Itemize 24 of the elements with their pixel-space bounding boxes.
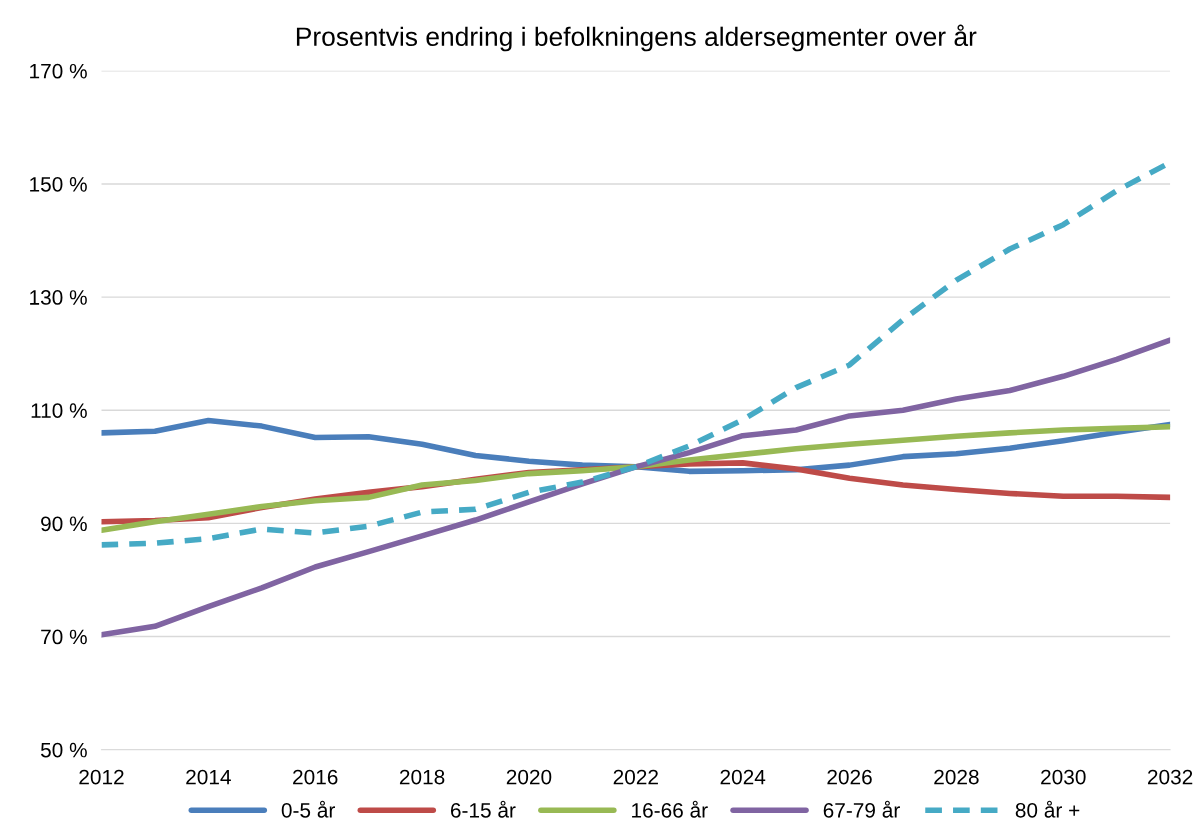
x-tick-label: 2026 xyxy=(827,769,872,785)
x-tick-label: 2022 xyxy=(613,769,658,785)
y-tick-label: 70 % xyxy=(41,629,87,645)
x-tick-label: 2014 xyxy=(186,769,231,785)
y-tick-label: 50 % xyxy=(40,742,87,758)
y-tick-label: 90 % xyxy=(41,516,87,532)
y-tick-label: 110 % xyxy=(31,403,87,419)
y-tick-label: 150 % xyxy=(30,176,87,192)
x-tick-label: 2030 xyxy=(1041,769,1086,785)
x-tick-label: 2016 xyxy=(293,769,338,785)
legend-label: 0-5 år xyxy=(281,800,335,818)
legend-label: 80 år + xyxy=(1015,800,1080,818)
legend-label: 6-15 år xyxy=(450,800,516,818)
x-tick-label: 2020 xyxy=(506,769,552,785)
legend-label: 16-66 år xyxy=(632,800,708,818)
x-tick-label: 2018 xyxy=(399,769,445,785)
x-tick-label: 2024 xyxy=(720,769,766,785)
y-tick-label: 170 % xyxy=(30,63,87,79)
legend-label: 67-79 år xyxy=(823,800,900,818)
x-tick-label: 2012 xyxy=(79,769,124,785)
x-tick-label: 2032 xyxy=(1148,769,1193,785)
x-tick-label: 2028 xyxy=(934,769,979,785)
y-tick-label: 130 % xyxy=(30,290,87,305)
chart-title: Prosentvis endring i befolkningens aldersegmenter over år xyxy=(296,24,977,52)
